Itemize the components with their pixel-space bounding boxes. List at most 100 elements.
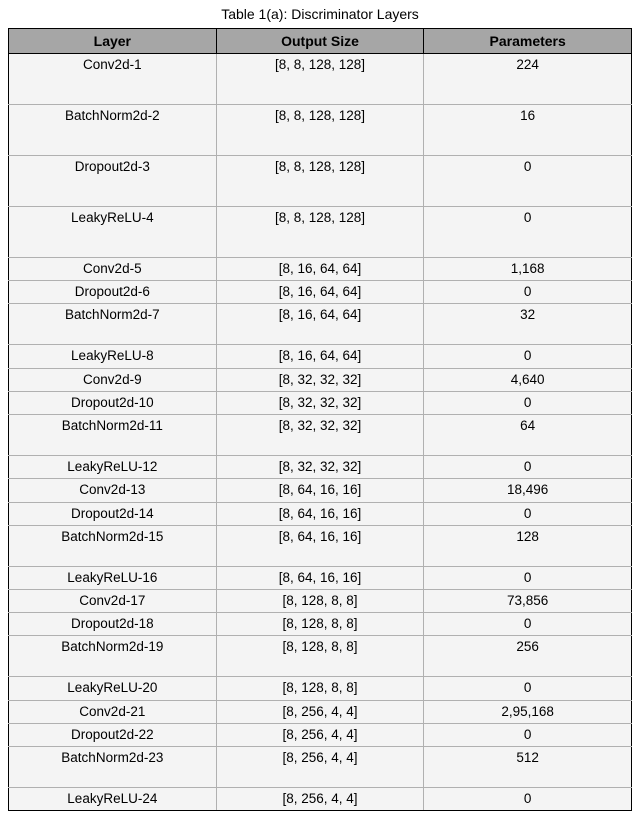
cell-output-size: [8, 8, 128, 128] bbox=[216, 207, 424, 258]
cell-output-size: [8, 128, 8, 8] bbox=[216, 589, 424, 612]
table-row: Dropout2d-22[8, 256, 4, 4]0 bbox=[9, 723, 632, 746]
cell-parameters: 16 bbox=[424, 105, 632, 156]
cell-layer: BatchNorm2d-2 bbox=[9, 105, 217, 156]
cell-output-size: [8, 32, 32, 32] bbox=[216, 415, 424, 456]
table-row: Dropout2d-6[8, 16, 64, 64]0 bbox=[9, 281, 632, 304]
col-header-output-size: Output Size bbox=[216, 29, 424, 54]
cell-output-size: [8, 16, 64, 64] bbox=[216, 304, 424, 345]
cell-layer: Dropout2d-22 bbox=[9, 723, 217, 746]
cell-output-size: [8, 64, 16, 16] bbox=[216, 525, 424, 566]
cell-layer: Dropout2d-14 bbox=[9, 502, 217, 525]
table-row: BatchNorm2d-7[8, 16, 64, 64]32 bbox=[9, 304, 632, 345]
table-title: Table 1(a): Discriminator Layers bbox=[8, 6, 632, 22]
cell-parameters: 4,640 bbox=[424, 368, 632, 391]
cell-layer: BatchNorm2d-7 bbox=[9, 304, 217, 345]
cell-parameters: 0 bbox=[424, 207, 632, 258]
cell-layer: LeakyReLU-8 bbox=[9, 345, 217, 368]
table-row: Dropout2d-18[8, 128, 8, 8]0 bbox=[9, 613, 632, 636]
cell-output-size: [8, 8, 128, 128] bbox=[216, 105, 424, 156]
cell-output-size: [8, 16, 64, 64] bbox=[216, 345, 424, 368]
cell-parameters: 128 bbox=[424, 525, 632, 566]
cell-output-size: [8, 16, 64, 64] bbox=[216, 258, 424, 281]
table-row: Conv2d-21[8, 256, 4, 4]2,95,168 bbox=[9, 700, 632, 723]
table-row: Conv2d-9[8, 32, 32, 32]4,640 bbox=[9, 368, 632, 391]
cell-layer: Conv2d-9 bbox=[9, 368, 217, 391]
cell-parameters: 0 bbox=[424, 391, 632, 414]
cell-layer: Dropout2d-18 bbox=[9, 613, 217, 636]
cell-output-size: [8, 64, 16, 16] bbox=[216, 502, 424, 525]
cell-output-size: [8, 128, 8, 8] bbox=[216, 636, 424, 677]
cell-layer: LeakyReLU-20 bbox=[9, 677, 217, 700]
table-row: Conv2d-1[8, 8, 128, 128]224 bbox=[9, 54, 632, 105]
cell-layer: LeakyReLU-4 bbox=[9, 207, 217, 258]
table-row: LeakyReLU-12[8, 32, 32, 32]0 bbox=[9, 456, 632, 479]
cell-parameters: 0 bbox=[424, 281, 632, 304]
cell-parameters: 2,95,168 bbox=[424, 700, 632, 723]
cell-parameters: 0 bbox=[424, 677, 632, 700]
cell-parameters: 512 bbox=[424, 747, 632, 788]
table-row: BatchNorm2d-23[8, 256, 4, 4]512 bbox=[9, 747, 632, 788]
cell-layer: Conv2d-21 bbox=[9, 700, 217, 723]
cell-parameters: 64 bbox=[424, 415, 632, 456]
cell-layer: Dropout2d-3 bbox=[9, 156, 217, 207]
cell-parameters: 0 bbox=[424, 566, 632, 589]
table-row: LeakyReLU-24[8, 256, 4, 4]0 bbox=[9, 788, 632, 811]
cell-parameters: 0 bbox=[424, 345, 632, 368]
cell-layer: BatchNorm2d-19 bbox=[9, 636, 217, 677]
cell-output-size: [8, 16, 64, 64] bbox=[216, 281, 424, 304]
table-row: Dropout2d-3[8, 8, 128, 128]0 bbox=[9, 156, 632, 207]
table-row: Conv2d-5[8, 16, 64, 64]1,168 bbox=[9, 258, 632, 281]
cell-output-size: [8, 32, 32, 32] bbox=[216, 368, 424, 391]
table-row: BatchNorm2d-2[8, 8, 128, 128]16 bbox=[9, 105, 632, 156]
cell-parameters: 256 bbox=[424, 636, 632, 677]
cell-layer: BatchNorm2d-23 bbox=[9, 747, 217, 788]
cell-parameters: 0 bbox=[424, 502, 632, 525]
cell-parameters: 224 bbox=[424, 54, 632, 105]
cell-parameters: 0 bbox=[424, 456, 632, 479]
cell-layer: Conv2d-1 bbox=[9, 54, 217, 105]
table-row: LeakyReLU-20[8, 128, 8, 8]0 bbox=[9, 677, 632, 700]
cell-parameters: 0 bbox=[424, 613, 632, 636]
cell-output-size: [8, 256, 4, 4] bbox=[216, 723, 424, 746]
cell-layer: BatchNorm2d-15 bbox=[9, 525, 217, 566]
cell-output-size: [8, 256, 4, 4] bbox=[216, 747, 424, 788]
cell-output-size: [8, 256, 4, 4] bbox=[216, 700, 424, 723]
table-header-row: Layer Output Size Parameters bbox=[9, 29, 632, 54]
cell-parameters: 0 bbox=[424, 156, 632, 207]
cell-output-size: [8, 128, 8, 8] bbox=[216, 613, 424, 636]
table-row: Conv2d-17[8, 128, 8, 8]73,856 bbox=[9, 589, 632, 612]
cell-parameters: 1,168 bbox=[424, 258, 632, 281]
cell-output-size: [8, 64, 16, 16] bbox=[216, 566, 424, 589]
table-row: LeakyReLU-16[8, 64, 16, 16]0 bbox=[9, 566, 632, 589]
cell-output-size: [8, 128, 8, 8] bbox=[216, 677, 424, 700]
cell-output-size: [8, 64, 16, 16] bbox=[216, 479, 424, 502]
cell-layer: Conv2d-13 bbox=[9, 479, 217, 502]
table-row: BatchNorm2d-15[8, 64, 16, 16]128 bbox=[9, 525, 632, 566]
cell-output-size: [8, 8, 128, 128] bbox=[216, 54, 424, 105]
table-row: LeakyReLU-4[8, 8, 128, 128]0 bbox=[9, 207, 632, 258]
cell-layer: Dropout2d-10 bbox=[9, 391, 217, 414]
table-row: Dropout2d-14[8, 64, 16, 16]0 bbox=[9, 502, 632, 525]
cell-layer: Conv2d-5 bbox=[9, 258, 217, 281]
cell-parameters: 0 bbox=[424, 723, 632, 746]
table-row: Conv2d-13[8, 64, 16, 16]18,496 bbox=[9, 479, 632, 502]
cell-output-size: [8, 32, 32, 32] bbox=[216, 391, 424, 414]
table-row: BatchNorm2d-19[8, 128, 8, 8]256 bbox=[9, 636, 632, 677]
cell-parameters: 18,496 bbox=[424, 479, 632, 502]
cell-parameters: 32 bbox=[424, 304, 632, 345]
cell-layer: Dropout2d-6 bbox=[9, 281, 217, 304]
cell-output-size: [8, 32, 32, 32] bbox=[216, 456, 424, 479]
cell-layer: LeakyReLU-16 bbox=[9, 566, 217, 589]
cell-layer: LeakyReLU-24 bbox=[9, 788, 217, 811]
cell-parameters: 0 bbox=[424, 788, 632, 811]
cell-layer: LeakyReLU-12 bbox=[9, 456, 217, 479]
col-header-layer: Layer bbox=[9, 29, 217, 54]
cell-parameters: 73,856 bbox=[424, 589, 632, 612]
col-header-parameters: Parameters bbox=[424, 29, 632, 54]
table-row: Dropout2d-10[8, 32, 32, 32]0 bbox=[9, 391, 632, 414]
cell-layer: BatchNorm2d-11 bbox=[9, 415, 217, 456]
table-row: LeakyReLU-8[8, 16, 64, 64]0 bbox=[9, 345, 632, 368]
cell-layer: Conv2d-17 bbox=[9, 589, 217, 612]
discriminator-layers-table: Layer Output Size Parameters Conv2d-1[8,… bbox=[8, 28, 632, 811]
cell-output-size: [8, 256, 4, 4] bbox=[216, 788, 424, 811]
